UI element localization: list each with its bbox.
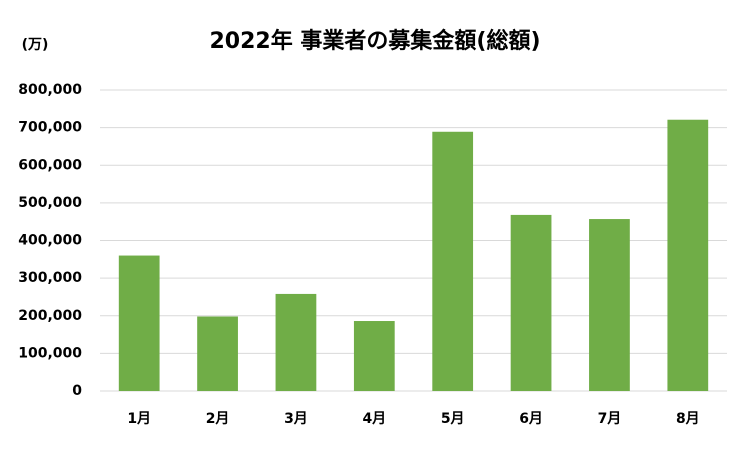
y-tick-label: 100,000 <box>18 345 82 361</box>
y-tick-label: 800,000 <box>18 82 82 98</box>
bar <box>353 321 395 391</box>
x-tick-label: 4月 <box>362 411 386 427</box>
x-tick-label: 7月 <box>598 411 622 427</box>
x-tick-label: 6月 <box>519 411 543 427</box>
x-tick-label: 1月 <box>127 411 151 427</box>
bar <box>275 293 317 391</box>
bar <box>197 316 238 391</box>
y-tick-label: 700,000 <box>18 120 82 136</box>
x-tick-label: 2月 <box>206 411 230 427</box>
bar <box>510 214 552 391</box>
y-axis-label: (万) <box>22 37 49 53</box>
bar <box>667 119 709 391</box>
bar <box>589 219 630 391</box>
x-tick-label: 5月 <box>441 411 465 427</box>
bar <box>118 255 160 391</box>
y-tick-label: 400,000 <box>18 233 82 249</box>
bar <box>432 131 474 392</box>
y-tick-label: 0 <box>72 383 82 399</box>
y-tick-label: 200,000 <box>18 308 82 324</box>
x-tick-label: 8月 <box>676 411 700 427</box>
y-tick-label: 500,000 <box>18 195 82 211</box>
chart-title: 2022年 事業者の募集金額(総額) <box>210 28 541 54</box>
x-tick-label: 3月 <box>284 411 308 427</box>
y-tick-label: 600,000 <box>18 157 82 173</box>
y-tick-label: 300,000 <box>18 270 82 286</box>
